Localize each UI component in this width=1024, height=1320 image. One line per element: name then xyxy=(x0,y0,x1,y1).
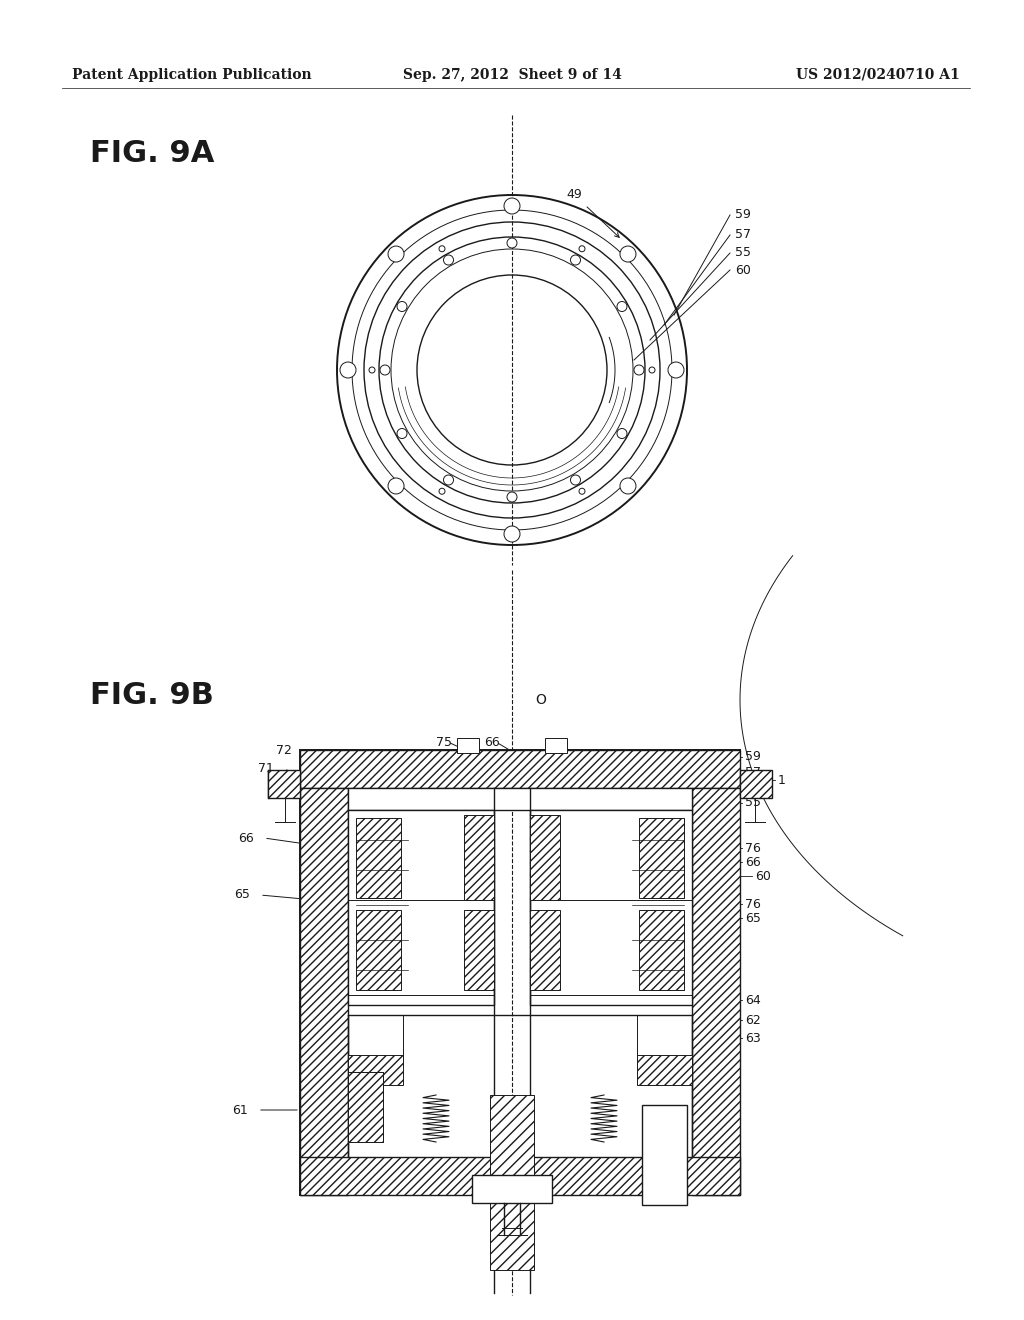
Circle shape xyxy=(649,367,655,374)
Circle shape xyxy=(570,475,581,484)
Bar xyxy=(356,818,401,898)
Text: Patent Application Publication: Patent Application Publication xyxy=(72,69,311,82)
Text: 65: 65 xyxy=(234,888,250,902)
Circle shape xyxy=(507,238,517,248)
Bar xyxy=(530,810,692,1005)
Bar xyxy=(490,1096,534,1270)
Bar xyxy=(639,818,684,898)
Text: 57: 57 xyxy=(735,228,751,242)
Text: 57: 57 xyxy=(745,767,761,780)
Text: 64: 64 xyxy=(745,994,761,1006)
Circle shape xyxy=(369,367,375,374)
Bar xyxy=(637,1055,692,1085)
Circle shape xyxy=(397,429,407,438)
Bar xyxy=(464,814,494,900)
Bar xyxy=(545,738,567,752)
Circle shape xyxy=(617,301,627,312)
Text: 75: 75 xyxy=(436,735,452,748)
Text: 76: 76 xyxy=(745,783,761,796)
Bar xyxy=(692,788,740,1195)
Bar xyxy=(356,909,401,990)
Bar xyxy=(639,909,684,990)
Text: 1: 1 xyxy=(778,774,785,787)
Bar xyxy=(740,770,772,799)
Text: 76: 76 xyxy=(745,898,761,911)
Text: 49: 49 xyxy=(566,189,582,202)
Bar xyxy=(300,750,740,788)
Bar xyxy=(642,1105,687,1205)
Text: 66: 66 xyxy=(745,855,761,869)
Bar xyxy=(348,1072,383,1142)
Circle shape xyxy=(443,255,454,265)
Bar xyxy=(348,1072,383,1142)
Bar xyxy=(457,738,479,752)
Circle shape xyxy=(620,246,636,263)
Text: 62: 62 xyxy=(745,1014,761,1027)
Text: 58: 58 xyxy=(446,821,462,834)
Circle shape xyxy=(380,366,390,375)
Bar xyxy=(300,1158,740,1195)
Text: 50: 50 xyxy=(446,804,462,817)
Circle shape xyxy=(504,525,520,543)
Circle shape xyxy=(507,492,517,502)
Text: 60: 60 xyxy=(735,264,751,276)
Bar xyxy=(530,909,560,990)
Circle shape xyxy=(439,488,445,494)
Text: 59: 59 xyxy=(735,209,751,222)
Text: US 2012/0240710 A1: US 2012/0240710 A1 xyxy=(797,69,961,82)
Text: 54: 54 xyxy=(446,912,462,924)
Circle shape xyxy=(443,475,454,484)
Circle shape xyxy=(617,429,627,438)
Bar xyxy=(530,814,560,900)
Bar xyxy=(348,810,494,1005)
Circle shape xyxy=(340,362,356,378)
Bar xyxy=(300,788,348,1195)
Circle shape xyxy=(579,246,585,252)
Text: FIG. 9B: FIG. 9B xyxy=(90,681,214,710)
Circle shape xyxy=(388,246,404,263)
Text: 63: 63 xyxy=(745,1031,761,1044)
Bar xyxy=(268,770,300,799)
Text: 61: 61 xyxy=(232,1104,248,1117)
Circle shape xyxy=(570,255,581,265)
Bar xyxy=(464,909,494,990)
Bar xyxy=(472,1175,552,1203)
Circle shape xyxy=(668,362,684,378)
Text: 59: 59 xyxy=(745,751,761,763)
Circle shape xyxy=(504,198,520,214)
Text: O: O xyxy=(535,693,546,708)
Text: 53: 53 xyxy=(446,838,462,851)
Text: 55: 55 xyxy=(745,796,761,809)
Circle shape xyxy=(397,301,407,312)
Text: 60: 60 xyxy=(755,870,771,883)
Text: 56: 56 xyxy=(446,873,462,886)
Text: 66: 66 xyxy=(484,735,500,748)
Circle shape xyxy=(579,488,585,494)
Circle shape xyxy=(439,246,445,252)
Text: Sep. 27, 2012  Sheet 9 of 14: Sep. 27, 2012 Sheet 9 of 14 xyxy=(402,69,622,82)
Text: 72: 72 xyxy=(276,743,292,756)
Text: 65: 65 xyxy=(745,912,761,924)
Circle shape xyxy=(620,478,636,494)
Text: 55: 55 xyxy=(735,247,751,260)
Text: 76: 76 xyxy=(745,842,761,854)
Bar xyxy=(348,1055,403,1085)
Text: 66: 66 xyxy=(239,832,254,845)
Bar xyxy=(348,788,692,810)
Circle shape xyxy=(388,478,404,494)
Text: 51: 51 xyxy=(446,895,462,908)
Circle shape xyxy=(634,366,644,375)
Text: 52: 52 xyxy=(446,855,462,869)
Text: 71: 71 xyxy=(258,763,274,776)
Text: FIG. 9A: FIG. 9A xyxy=(90,139,214,168)
